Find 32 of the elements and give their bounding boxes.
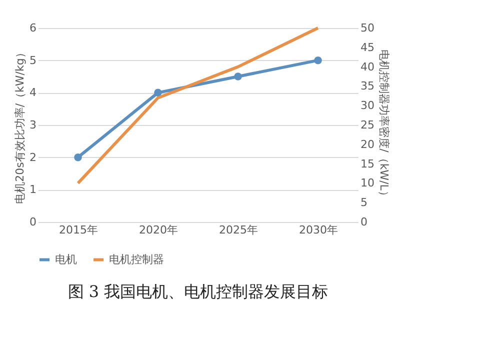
y2-tick-label: 50 (360, 22, 374, 34)
point (74, 153, 82, 162)
y2-tick-label: 30 (360, 99, 374, 112)
point (234, 72, 242, 80)
y2-tick-label: 45 (360, 40, 374, 54)
y-tick-label: 3 (30, 118, 36, 132)
text: 图 3 我国电机、电机控制器发展目标 (68, 282, 328, 301)
y2-tick-label: 35 (360, 80, 374, 93)
x-tick-label: 2020年 (139, 224, 178, 236)
y2-tick-label: 20 (360, 138, 374, 151)
y2-axis-title: 电机控制器功率密度/（kW/L） (377, 50, 390, 202)
y-axis-title: 电机20s有效比功率/（kW/kg） (14, 47, 26, 204)
y-tick-label: 1 (30, 183, 36, 196)
y-tick-label: 4 (30, 86, 36, 100)
x-tick-label: 2025年 (219, 224, 258, 236)
legend-label: 电机 (55, 252, 77, 266)
point (154, 88, 162, 97)
x-tick-label: 2015年 (59, 224, 98, 236)
y2-tick-label: 10 (360, 176, 374, 190)
y-tick-label: 0 (30, 216, 36, 228)
y-tick-label: 6 (30, 22, 36, 34)
y2-tick-label: 5 (360, 196, 368, 210)
y-tick-label: 5 (30, 54, 36, 67)
point (314, 56, 322, 64)
y-tick-label: 2 (30, 150, 36, 164)
y2-tick-label: 40 (360, 60, 374, 74)
y2-tick-label: 25 (360, 118, 374, 132)
y2-tick-label: 0 (360, 216, 368, 228)
y2-tick-label: 15 (360, 157, 374, 170)
x-tick-label: 2030年 (299, 224, 338, 236)
legend-label: 电机控制器 (109, 252, 164, 266)
line-series (76, 26, 320, 185)
